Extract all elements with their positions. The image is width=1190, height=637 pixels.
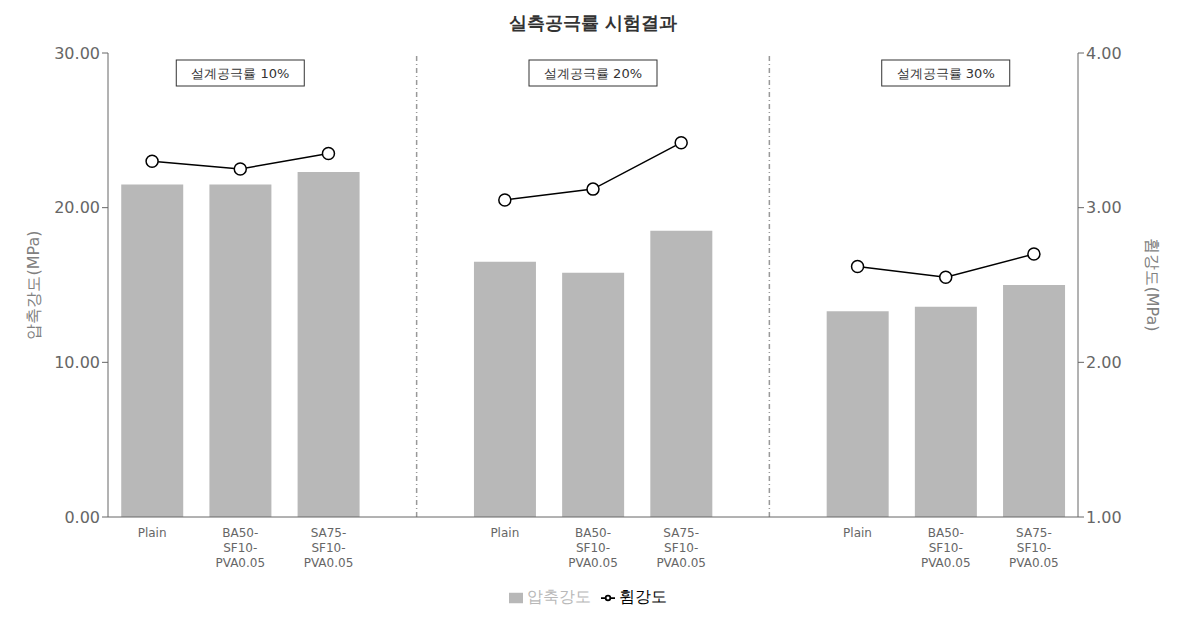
svg-text:SA75-SF10-PVA0.05: SA75-SF10-PVA0.05: [656, 526, 706, 570]
svg-text:SA75-SF10-PVA0.05: SA75-SF10-PVA0.05: [304, 526, 354, 570]
svg-text:30.00: 30.00: [54, 44, 100, 63]
svg-text:BA50-SF10-PVA0.05: BA50-SF10-PVA0.05: [215, 526, 265, 570]
svg-text:BA50-SF10-PVA0.05: BA50-SF10-PVA0.05: [568, 526, 618, 570]
svg-text:설계공극률 20%: 설계공극률 20%: [544, 66, 642, 81]
svg-text:0.00: 0.00: [64, 508, 100, 527]
html-text:휨강도: 휨강도: [619, 587, 667, 606]
svg-text:Plain: Plain: [138, 526, 167, 540]
svg-text:압축강도(MPa): 압축강도(MPa): [24, 230, 43, 339]
svg-text:SA75-SF10-PVA0.05: SA75-SF10-PVA0.05: [1009, 526, 1059, 570]
svg-text:Plain: Plain: [843, 526, 872, 540]
html-text:실측공극률 시험결과: 실측공극률 시험결과: [508, 12, 678, 33]
svg-text:설계공극률 30%: 설계공극률 30%: [897, 66, 995, 81]
svg-text:설계공극률 10%: 설계공극률 10%: [191, 66, 289, 81]
svg-text:휨강도(MPa): 휨강도(MPa): [1143, 238, 1162, 331]
html-text:압축강도: 압축강도: [527, 587, 591, 606]
svg-text:BA50-SF10-PVA0.05: BA50-SF10-PVA0.05: [921, 526, 971, 570]
svg-text:2.00: 2.00: [1086, 353, 1122, 372]
svg-text:10.00: 10.00: [54, 353, 100, 372]
svg-text:20.00: 20.00: [54, 198, 100, 217]
svg-text:4.00: 4.00: [1086, 44, 1122, 63]
svg-text:3.00: 3.00: [1086, 198, 1122, 217]
svg-text:Plain: Plain: [490, 526, 519, 540]
svg-text:1.00: 1.00: [1086, 508, 1122, 527]
